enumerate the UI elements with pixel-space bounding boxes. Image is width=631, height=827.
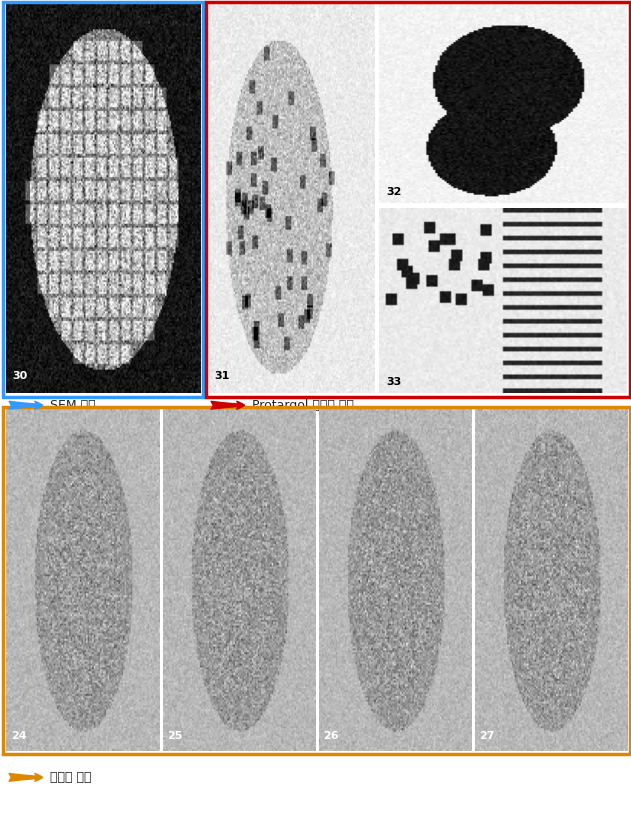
Text: SEM 표본: SEM 표본 bbox=[50, 399, 96, 412]
Bar bbox=[206, 2, 630, 397]
Bar bbox=[3, 2, 203, 397]
Bar bbox=[3, 407, 630, 754]
Text: 생시료 표본: 생시료 표본 bbox=[50, 771, 92, 784]
Text: Protargol 염색된 표본: Protargol 염색된 표본 bbox=[252, 399, 354, 412]
